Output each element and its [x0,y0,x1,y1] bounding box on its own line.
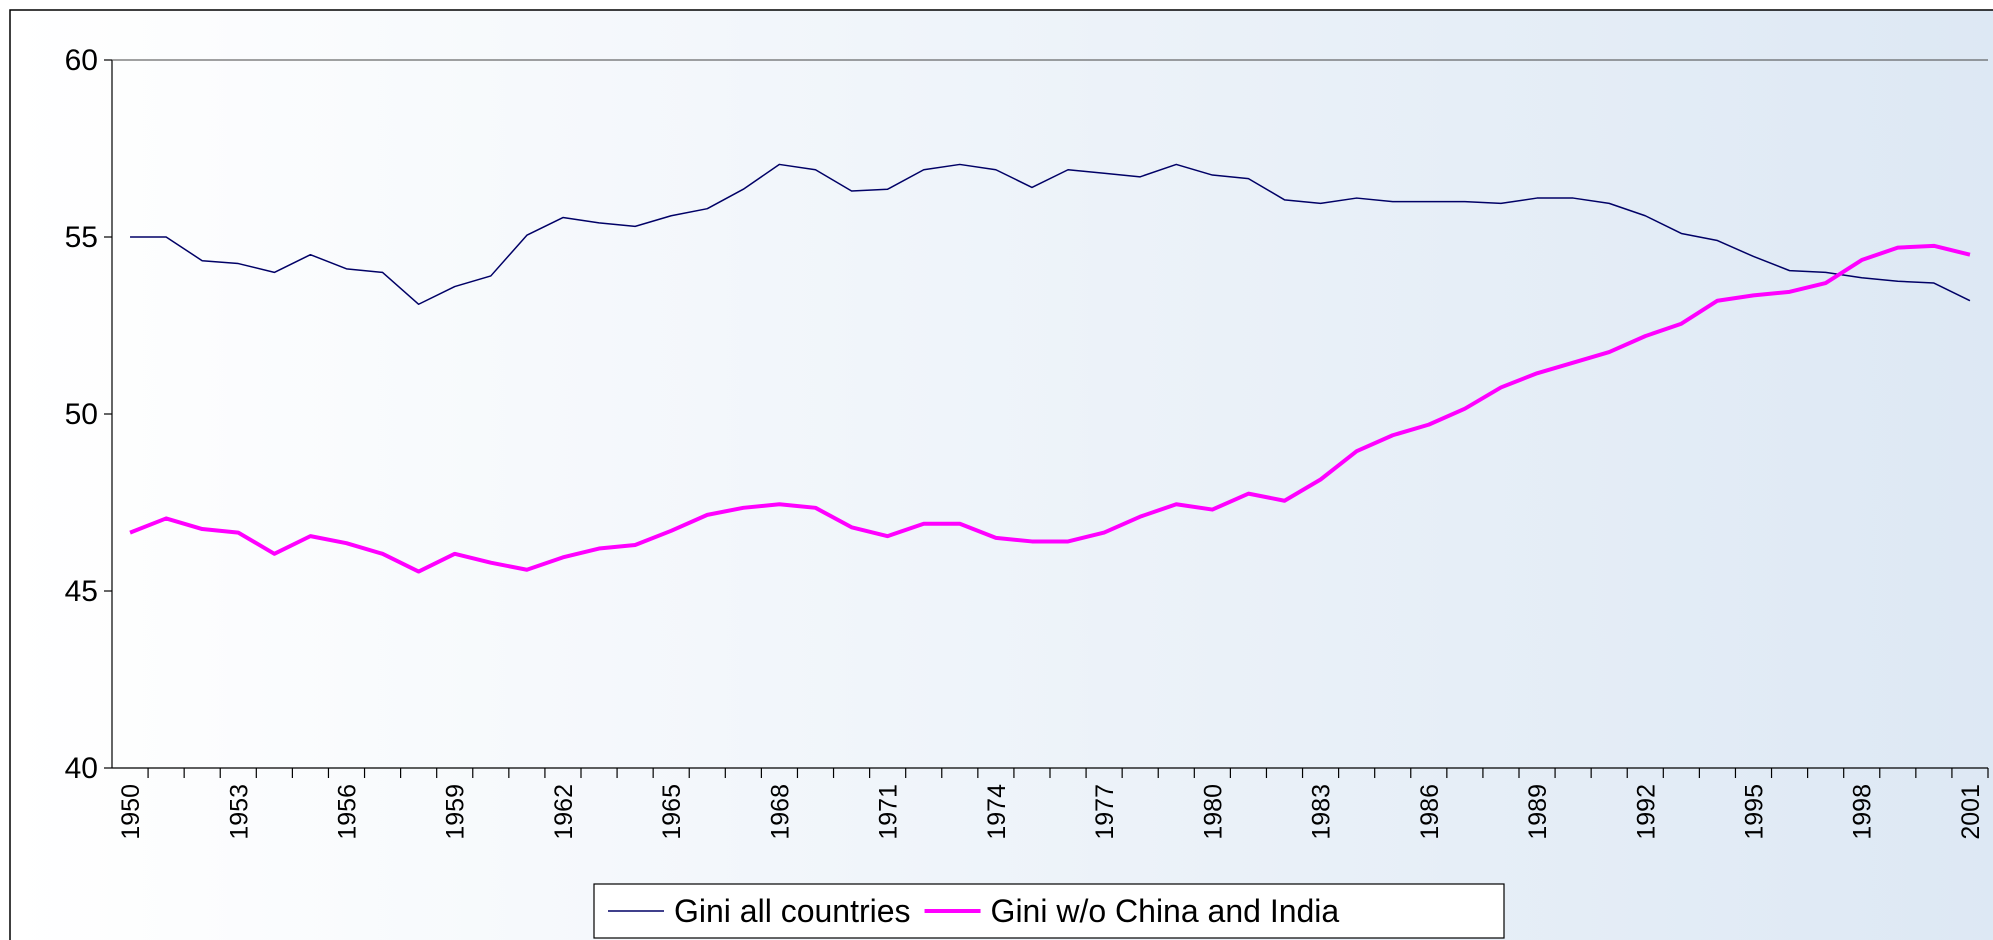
x-tick-label: 1953 [225,784,253,840]
x-tick-label: 1965 [658,784,686,840]
legend-box [593,883,1505,939]
legend-label: Gini all countries [674,893,911,929]
x-tick-label: 1971 [875,784,903,840]
x-tick-label: 1980 [1199,784,1227,840]
y-tick-label: 45 [65,575,98,608]
y-tick-label: 40 [65,752,98,785]
legend-label: Gini w/o China and India [991,893,1340,929]
legend: Gini all countries Gini w/o China and Ind… [593,883,1505,939]
plot-layer: 40 45 50 55 60 1950 1953 1956 1959 1962 1965 1968 19… [65,44,1989,939]
line-series [129,243,1971,574]
x-tick-label: 1995 [1741,784,1769,840]
x-tick-label: 1986 [1416,784,1444,840]
x-tick-label: 1950 [117,784,145,840]
chart-frame [9,9,1993,940]
x-tick-label: 1977 [1091,784,1119,840]
x-tick-label: 1959 [442,784,470,840]
x-tick-label: 1983 [1308,784,1336,840]
x-tick-label: 2001 [1957,784,1985,840]
x-tick-label: 1962 [550,784,578,840]
line-series [130,163,1971,306]
x-tick-label: 1974 [983,784,1011,840]
y-tick-label: 50 [65,398,98,431]
x-tick-label: 1989 [1524,784,1552,840]
x-tick-label: 1968 [766,784,794,840]
x-tick-label: 1992 [1632,784,1660,840]
x-tick-label: 1956 [334,784,362,840]
y-tick-label: 60 [65,44,98,77]
y-tick-label: 55 [65,221,98,254]
x-tick-label: 1998 [1849,784,1877,840]
